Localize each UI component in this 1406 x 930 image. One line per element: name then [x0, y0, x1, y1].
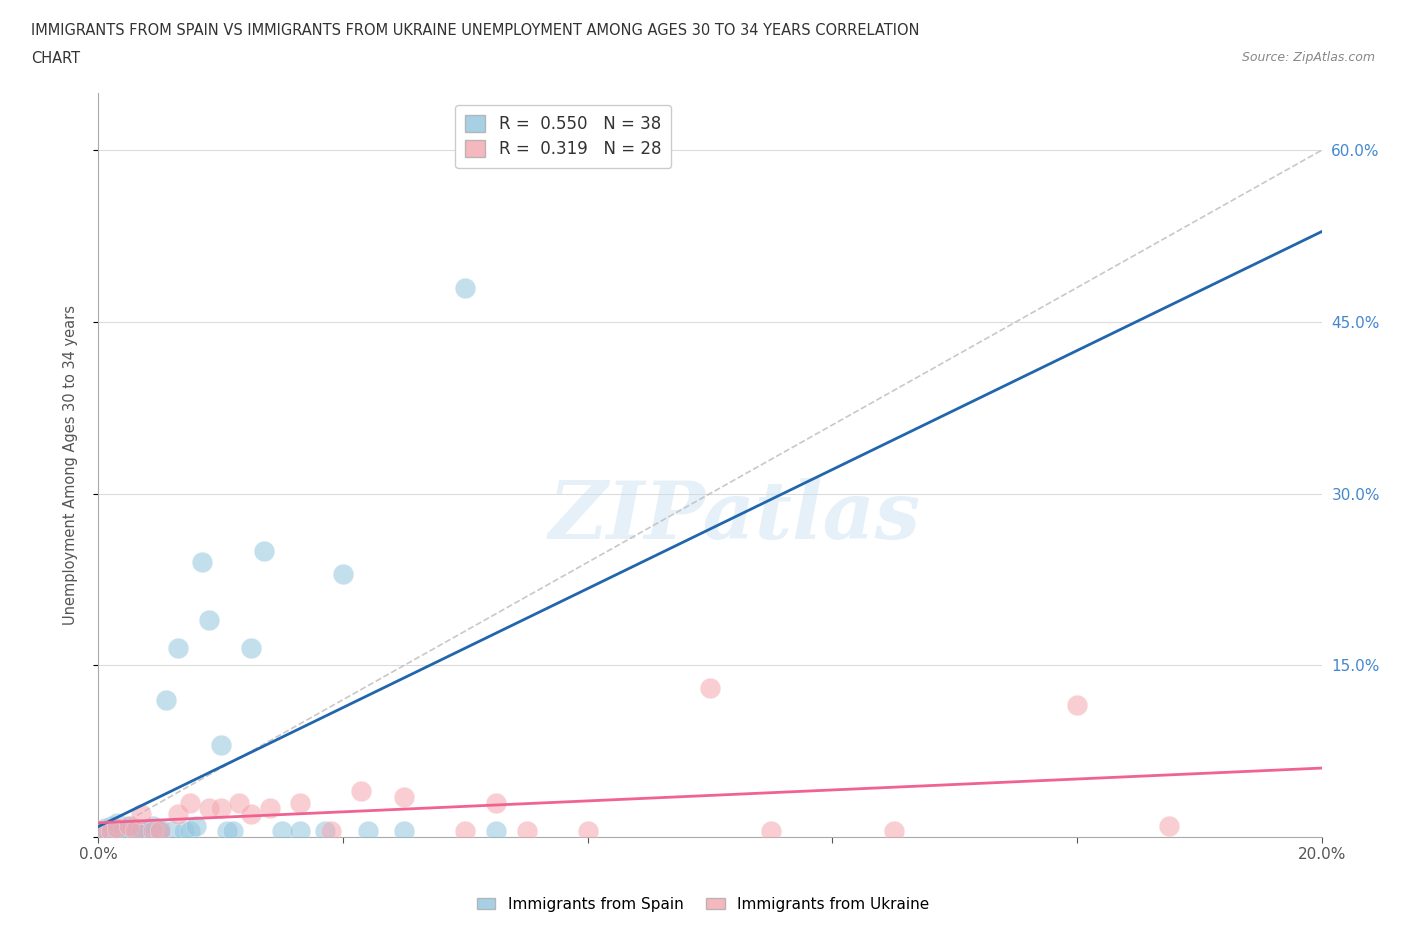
Point [149, 821, 172, 836]
Point [111, 824, 134, 839]
Point [1157, 818, 1180, 833]
Point [105, 820, 128, 835]
Point [454, 824, 477, 839]
Point [124, 820, 146, 835]
Point [883, 824, 905, 839]
Point [118, 824, 141, 839]
Point [100, 818, 122, 833]
Point [129, 806, 152, 821]
Point [167, 641, 190, 656]
Point [485, 795, 508, 810]
Point [118, 818, 141, 833]
Point [142, 818, 165, 833]
Point [576, 824, 599, 839]
Point [392, 790, 416, 804]
Point [179, 795, 201, 810]
Point [105, 816, 128, 830]
Point [356, 824, 378, 839]
Point [270, 824, 292, 839]
Point [197, 801, 219, 816]
Point [149, 824, 172, 839]
Point [228, 795, 250, 810]
Text: ZIPatlas: ZIPatlas [548, 478, 921, 556]
Point [209, 738, 232, 753]
Point [319, 824, 342, 839]
Legend: R =  0.550   N = 38, R =  0.319   N = 28: R = 0.550 N = 38, R = 0.319 N = 28 [456, 105, 671, 168]
Point [252, 543, 274, 558]
Point [129, 824, 152, 839]
Point [179, 824, 201, 839]
Point [290, 795, 312, 810]
Point [186, 818, 208, 833]
Point [332, 566, 354, 581]
Point [240, 806, 263, 821]
Point [240, 641, 263, 656]
Point [197, 612, 219, 627]
Text: Source: ZipAtlas.com: Source: ZipAtlas.com [1241, 51, 1375, 64]
Point [87, 824, 110, 839]
Point [516, 824, 538, 839]
Point [93, 820, 115, 835]
Point [100, 824, 122, 839]
Point [392, 824, 416, 839]
Point [149, 824, 172, 839]
Point [222, 824, 245, 839]
Point [100, 824, 122, 839]
Point [111, 820, 134, 835]
Point [454, 280, 477, 295]
Point [759, 824, 782, 839]
Point [155, 692, 177, 707]
Point [129, 821, 152, 836]
Point [136, 824, 159, 839]
Y-axis label: Unemployment Among Ages 30 to 34 years: Unemployment Among Ages 30 to 34 years [63, 305, 77, 625]
Point [142, 824, 165, 839]
Point [87, 824, 110, 839]
Point [290, 824, 312, 839]
Point [160, 824, 183, 839]
Point [167, 806, 190, 821]
Point [485, 824, 508, 839]
Legend: Immigrants from Spain, Immigrants from Ukraine: Immigrants from Spain, Immigrants from U… [471, 891, 935, 918]
Point [699, 681, 721, 696]
Point [259, 801, 281, 816]
Point [215, 824, 238, 839]
Point [124, 824, 146, 839]
Point [105, 824, 128, 839]
Point [173, 824, 195, 839]
Text: IMMIGRANTS FROM SPAIN VS IMMIGRANTS FROM UKRAINE UNEMPLOYMENT AMONG AGES 30 TO 3: IMMIGRANTS FROM SPAIN VS IMMIGRANTS FROM… [31, 23, 920, 38]
Point [191, 555, 214, 570]
Point [314, 824, 336, 839]
Point [1066, 698, 1088, 712]
Point [209, 801, 232, 816]
Point [350, 784, 373, 799]
Point [118, 818, 141, 833]
Text: CHART: CHART [31, 51, 80, 66]
